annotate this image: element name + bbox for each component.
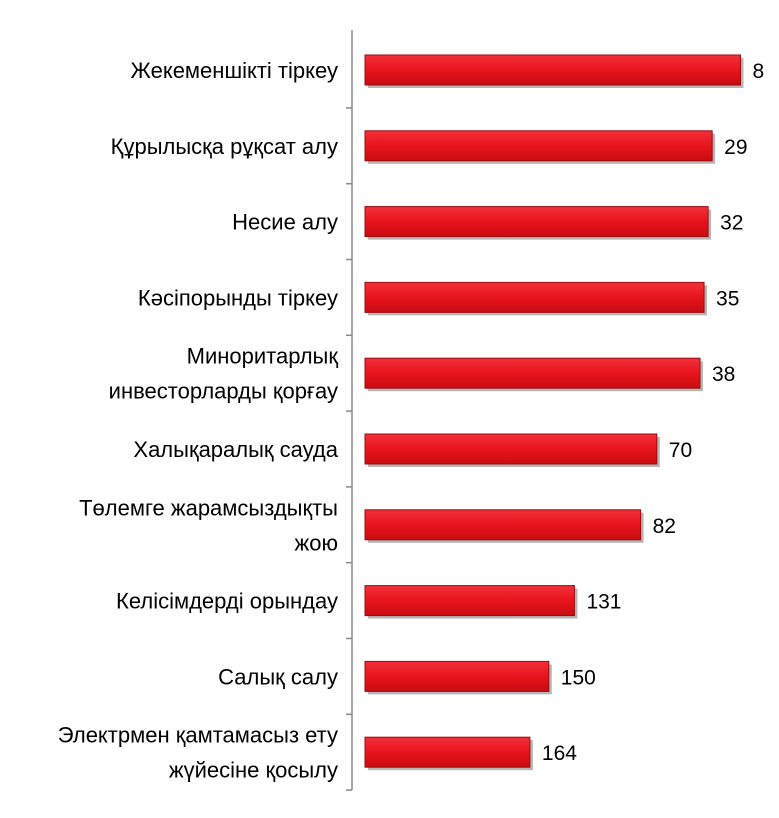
- bar-value-label: 164: [542, 742, 577, 765]
- bar-value-label: 150: [561, 666, 596, 689]
- bar: [364, 54, 741, 86]
- bar-value-label: 131: [586, 591, 621, 614]
- bar: [364, 433, 658, 465]
- bar-value-label: 29: [724, 136, 747, 159]
- category-label: Салық салу: [218, 664, 338, 689]
- bar: [364, 660, 550, 692]
- category-label: Келісімдерді орындау: [116, 589, 338, 614]
- bar: [364, 736, 531, 768]
- category-label: жою: [295, 530, 338, 555]
- category-label: Несие алу: [232, 210, 338, 235]
- category-label: Халықаралық сауда: [133, 437, 338, 462]
- category-label: жүйесіне қосылу: [169, 758, 338, 783]
- bar: [364, 509, 642, 541]
- bar-value-label: 38: [712, 363, 735, 386]
- bar-value-label: 82: [653, 515, 676, 538]
- bar: [364, 585, 575, 617]
- bar: [364, 206, 709, 238]
- category-label: Кәсіпорынды тіркеу: [138, 285, 338, 310]
- bar-value-label: 35: [716, 287, 739, 310]
- category-label: Жекеменшікті тіркеу: [131, 58, 338, 83]
- bar: [364, 130, 713, 162]
- category-label: Төлемге жарамсыздықты: [79, 495, 338, 520]
- category-label: Миноритарлық: [187, 344, 339, 369]
- bar-value-label: 8: [753, 60, 765, 83]
- bar-value-label: 32: [720, 212, 743, 235]
- category-label: Құрылысқа рұқсат алу: [111, 134, 338, 159]
- bar: [364, 281, 705, 313]
- bar-value-label: 70: [669, 439, 692, 462]
- category-label: Электрмен қамтамасыз ету: [58, 723, 338, 748]
- category-label: инвесторларды қорғау: [109, 379, 338, 404]
- bar: [364, 357, 701, 389]
